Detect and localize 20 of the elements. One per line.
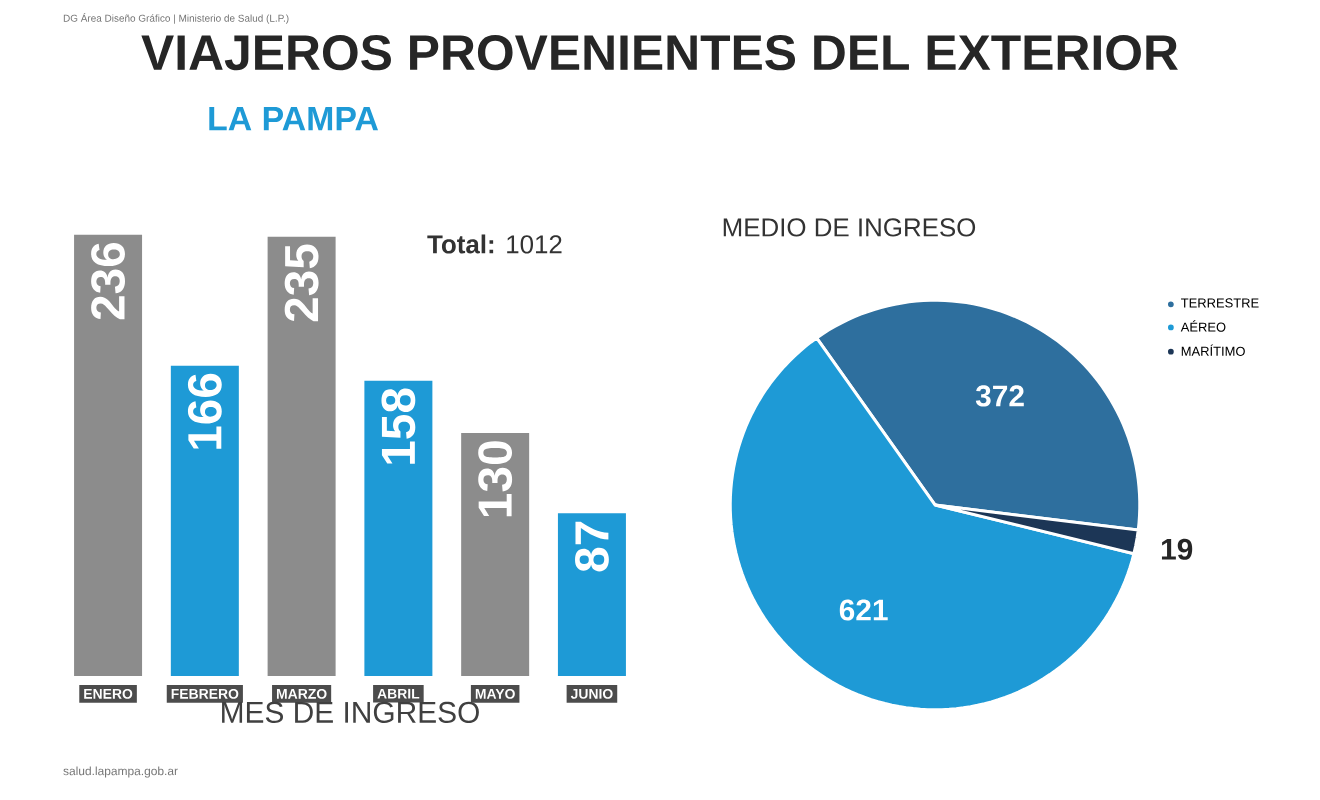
data-label: 235: [284, 244, 319, 322]
bar: [267, 236, 336, 676]
bar: [461, 432, 530, 676]
data-label: 166: [187, 373, 222, 449]
bar: [74, 234, 143, 676]
data-label: 158: [381, 388, 416, 464]
chart-title: VIAJEROS PROVENIENTES DEL EXTERIOR: [141, 35, 1178, 71]
data-label: 130: [478, 441, 513, 517]
x-axis-title: MES DE INGRESO: [222, 701, 479, 723]
bar: [557, 513, 626, 676]
annotation: Total: 1012: [427, 234, 562, 254]
data-label: 87: [575, 521, 609, 572]
bar: [170, 365, 239, 676]
chart-title: MEDIO DE INGRESO: [723, 218, 976, 237]
bar: [364, 380, 433, 676]
data-label: 621: [839, 599, 888, 621]
data-label: 19: [1161, 538, 1193, 560]
data-label: 372: [975, 385, 1024, 407]
data-label: 236: [91, 242, 126, 320]
chart-subtitle: LA PAMPA: [209, 107, 379, 131]
